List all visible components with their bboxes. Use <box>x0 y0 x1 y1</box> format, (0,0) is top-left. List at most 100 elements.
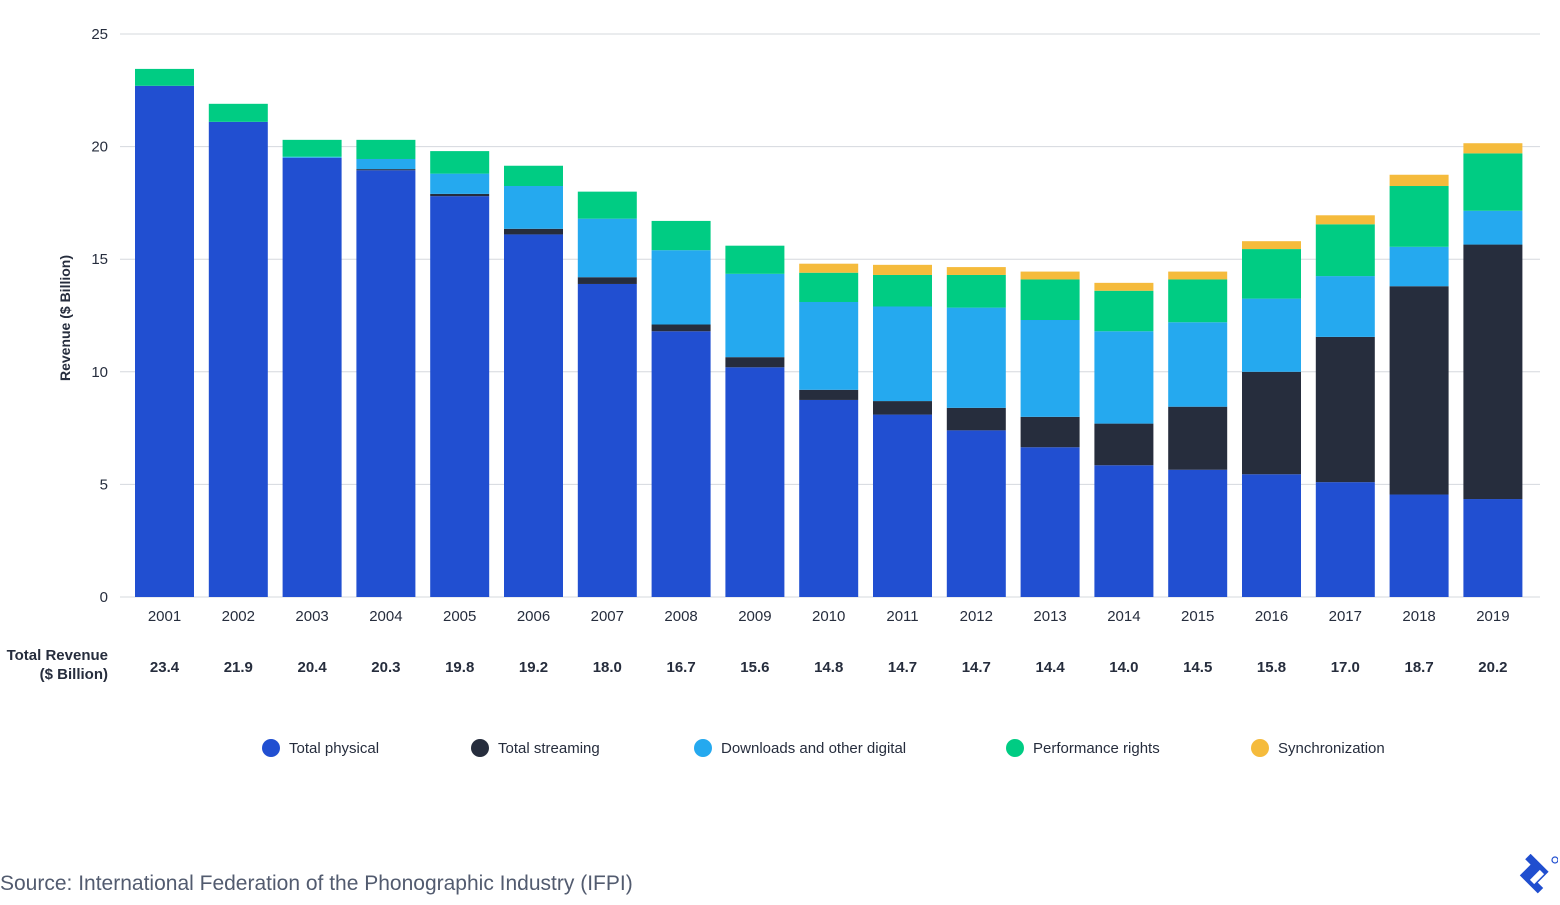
bar-segment-synchronization <box>873 264 932 275</box>
x-tick-label: 2010 <box>812 608 845 625</box>
x-tick-label: 2005 <box>443 608 476 625</box>
bar-segment-downloads-and-other-digital <box>356 158 416 170</box>
bar-segment-performance-rights <box>356 139 416 159</box>
bar-segment-synchronization <box>1463 143 1523 154</box>
bar-segment-total-physical <box>873 414 932 597</box>
bar-segment-performance-rights <box>1315 224 1375 277</box>
total-revenue-value: 20.4 <box>297 659 327 676</box>
total-revenue-value: 16.7 <box>666 659 695 676</box>
y-tick-label: 25 <box>91 26 108 43</box>
x-tick-label: 2012 <box>960 608 993 625</box>
bar-segment-total-physical <box>651 331 711 597</box>
bar-segment-downloads-and-other-digital <box>1389 246 1449 287</box>
bar-segment-performance-rights <box>946 274 1006 308</box>
bar-segment-performance-rights <box>1168 279 1228 323</box>
total-revenue-value: 14.7 <box>962 659 991 676</box>
bar-segment-total-streaming <box>577 277 637 284</box>
bar-segment-downloads-and-other-digital <box>873 306 932 402</box>
x-tick-label: 2006 <box>517 608 550 625</box>
bar-segment-total-physical <box>430 196 490 598</box>
x-tick-label: 2016 <box>1255 608 1288 625</box>
x-tick-label: 2007 <box>591 608 624 625</box>
bar-segment-downloads-and-other-digital <box>1315 276 1375 337</box>
total-revenue-value: 18.7 <box>1404 659 1433 676</box>
bar-segment-total-streaming <box>725 357 785 368</box>
bar-segment-total-physical <box>282 157 342 598</box>
totals-label: ($ Billion) <box>40 666 108 683</box>
bar-segment-performance-rights <box>430 151 490 174</box>
x-tick-label: 2019 <box>1476 608 1509 625</box>
bar-segment-downloads-and-other-digital <box>430 173 490 194</box>
x-tick-label: 2011 <box>886 608 918 625</box>
x-tick-label: 2004 <box>369 608 402 625</box>
bar-segment-synchronization <box>1094 282 1154 291</box>
stacked-bar-chart: 0 5 10 15 20 25 Revenue ($ Billion) 2001 23.4 200… <box>7 26 1540 757</box>
bar-segment-performance-rights <box>282 139 342 157</box>
total-revenue-value: 14.8 <box>814 659 843 676</box>
bar-segment-downloads-and-other-digital <box>651 250 711 325</box>
bar-segment-total-streaming <box>1315 336 1375 483</box>
bar-segment-total-physical <box>725 367 785 597</box>
total-revenue-value: 20.2 <box>1478 659 1507 676</box>
bar-segment-synchronization <box>799 263 859 273</box>
bar-segment-total-physical <box>1242 474 1301 597</box>
x-tick-label: 2015 <box>1181 608 1214 625</box>
bar-segment-downloads-and-other-digital <box>725 273 785 358</box>
legend-label: Performance rights <box>1033 740 1160 757</box>
total-revenue-value: 14.0 <box>1109 659 1138 676</box>
bar-segment-total-physical <box>1389 494 1449 597</box>
bar-segment-total-physical <box>504 234 563 598</box>
total-revenue-value: 14.7 <box>888 659 917 676</box>
bar-segment-downloads-and-other-digital <box>946 307 1006 408</box>
x-tick-label: 2018 <box>1402 608 1435 625</box>
toptal-logo-icon <box>1518 853 1559 905</box>
legend-label: Total streaming <box>498 740 600 757</box>
total-revenue-value: 18.0 <box>593 659 622 676</box>
bar-segment-performance-rights <box>135 68 194 86</box>
bar-segment-synchronization <box>1242 241 1301 250</box>
bar-segment-performance-rights <box>1463 153 1523 211</box>
bar-segment-downloads-and-other-digital <box>282 156 342 158</box>
y-tick-label: 5 <box>100 476 108 493</box>
bar-segment-downloads-and-other-digital <box>1020 320 1080 417</box>
bar-segment-total-physical <box>1315 482 1375 597</box>
x-tick-label: 2008 <box>664 608 697 625</box>
bar-segment-synchronization <box>1020 271 1080 280</box>
bar-segment-total-streaming <box>799 389 859 400</box>
bar-segment-performance-rights <box>873 274 932 307</box>
source-note: Source: International Federation of the … <box>0 872 633 895</box>
bar-segment-downloads-and-other-digital <box>504 186 563 229</box>
total-revenue-value: 15.8 <box>1257 659 1286 676</box>
bar-segment-performance-rights <box>577 191 637 219</box>
bar-segment-total-streaming <box>651 324 711 332</box>
legend-marker <box>262 739 280 757</box>
x-tick-label: 2017 <box>1329 608 1362 625</box>
bar-segment-total-physical <box>1463 499 1523 597</box>
bar-segment-total-streaming <box>1168 406 1228 470</box>
bar-segment-downloads-and-other-digital <box>577 218 637 278</box>
bar-segment-total-streaming <box>873 401 932 415</box>
bar-segment-performance-rights <box>651 220 711 251</box>
bar-segment-performance-rights <box>1389 186 1449 247</box>
bar-segment-performance-rights <box>1094 290 1154 332</box>
bar-segment-total-streaming <box>1094 423 1154 466</box>
total-revenue-value: 21.9 <box>224 659 253 676</box>
total-revenue-value: 20.3 <box>371 659 400 676</box>
bar-segment-total-streaming <box>1020 416 1080 448</box>
bar-segment-synchronization <box>1315 215 1375 225</box>
legend-label: Downloads and other digital <box>721 740 906 757</box>
bar-segment-downloads-and-other-digital <box>1168 322 1228 407</box>
bar-segment-performance-rights <box>799 272 859 302</box>
bar-segment-total-streaming <box>356 169 416 171</box>
bar-segment-performance-rights <box>208 103 268 122</box>
bar-segment-total-streaming <box>1389 286 1449 495</box>
bar-segment-total-streaming <box>430 193 490 197</box>
bar-segment-synchronization <box>1168 271 1228 280</box>
x-tick-label: 2014 <box>1107 608 1140 625</box>
total-revenue-value: 14.4 <box>1035 659 1065 676</box>
y-tick-label: 15 <box>91 251 108 268</box>
legend-marker <box>471 739 489 757</box>
total-revenue-value: 14.5 <box>1183 659 1212 676</box>
y-axis-label: Revenue ($ Billion) <box>57 255 73 381</box>
total-revenue-value: 23.4 <box>150 659 180 676</box>
